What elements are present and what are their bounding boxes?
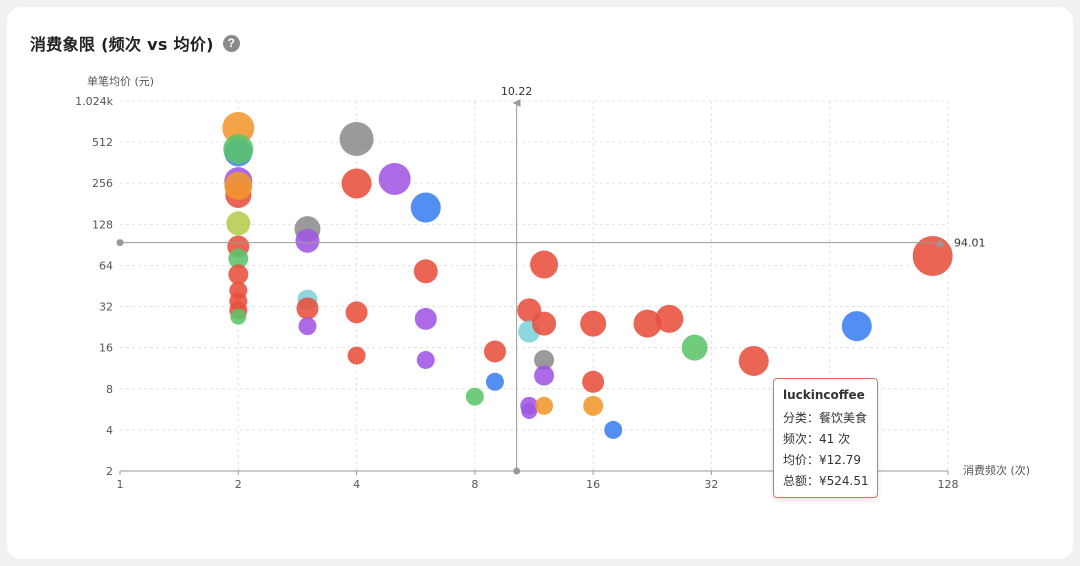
x-tick-label: 16 xyxy=(586,478,600,491)
y-tick-label: 512 xyxy=(92,136,113,149)
title-row: 消费象限 (频次 vs 均价) ? xyxy=(30,31,240,55)
point-layer xyxy=(222,111,953,439)
data-point xyxy=(681,334,708,361)
tooltip-title: luckincoffee xyxy=(783,388,865,402)
tooltip-frequency: 频次：41 次 xyxy=(783,432,851,446)
data-point xyxy=(465,387,484,406)
y-reference-origin xyxy=(116,239,124,247)
data-point xyxy=(416,350,435,369)
tooltip-category: 分类：餐饮美食 xyxy=(783,411,868,425)
data-point xyxy=(912,236,953,277)
y-tick-label: 32 xyxy=(99,301,113,314)
data-point xyxy=(483,340,506,363)
tooltip-avg-price: 均价：¥12.79 xyxy=(783,453,861,467)
data-point xyxy=(228,264,249,285)
data-point xyxy=(521,403,538,420)
x-tick-label: 128 xyxy=(938,478,959,491)
y-tick-label: 256 xyxy=(92,177,113,190)
data-point xyxy=(582,370,605,393)
y-tick-label: 4 xyxy=(106,424,113,437)
x-reference-label: 10.22 xyxy=(501,85,533,98)
y-tick-label: 64 xyxy=(99,259,113,272)
y-tick-label: 16 xyxy=(99,342,113,355)
data-point xyxy=(841,311,872,342)
data-point xyxy=(345,301,368,324)
x-tick-label: 2 xyxy=(235,478,242,491)
axis-layer: 2481632641282565121.024k1248163264128单笔均… xyxy=(75,74,1030,491)
x-tick-label: 1 xyxy=(117,478,124,491)
chart-card: 消费象限 (频次 vs 均价) ? xyxy=(7,7,1073,559)
y-tick-label: 128 xyxy=(92,218,113,231)
question-circle-icon[interactable]: ? xyxy=(222,34,240,52)
data-point xyxy=(296,297,319,320)
data-point xyxy=(633,309,662,338)
point-tooltip: luckincoffee 分类：餐饮美食 频次：41 次 均价：¥12.79 总… xyxy=(773,378,878,498)
data-point xyxy=(228,248,249,269)
y-reference-label: 94.01 xyxy=(954,237,986,250)
data-point xyxy=(347,346,366,365)
data-point xyxy=(339,121,374,156)
y-tick-label: 8 xyxy=(106,383,113,396)
x-reference-origin xyxy=(513,467,521,475)
data-point xyxy=(414,307,437,330)
data-point xyxy=(604,420,623,439)
x-tick-label: 32 xyxy=(704,478,718,491)
data-point xyxy=(295,228,320,253)
data-point xyxy=(222,111,255,144)
data-point xyxy=(223,134,254,165)
y-tick-label: 1.024k xyxy=(75,95,113,108)
data-point xyxy=(485,372,504,391)
data-point xyxy=(413,259,438,284)
data-point xyxy=(410,192,441,223)
data-point xyxy=(224,171,253,200)
data-point xyxy=(583,395,604,416)
reference-layer: 10.22 94.01 xyxy=(116,85,986,475)
x-tick-label: 4 xyxy=(353,478,360,491)
data-point xyxy=(226,211,251,236)
tooltip-total: 总额：¥524.51 xyxy=(783,474,869,488)
data-point xyxy=(535,396,554,415)
data-point xyxy=(580,310,607,337)
data-point xyxy=(378,162,411,195)
data-point xyxy=(534,349,555,370)
page-title: 消费象限 (频次 vs 均价) xyxy=(30,35,214,54)
y-axis-title: 单笔均价 (元) xyxy=(87,74,154,88)
x-tick-label: 8 xyxy=(471,478,478,491)
data-point xyxy=(532,311,557,336)
data-point xyxy=(298,317,317,336)
data-point xyxy=(655,304,684,333)
data-point xyxy=(738,345,769,376)
data-point xyxy=(341,168,372,199)
data-point xyxy=(230,308,247,325)
x-axis-title: 消费频次 (次) xyxy=(963,463,1030,477)
y-tick-label: 2 xyxy=(106,465,113,478)
data-point xyxy=(530,250,559,279)
data-point xyxy=(534,365,555,386)
